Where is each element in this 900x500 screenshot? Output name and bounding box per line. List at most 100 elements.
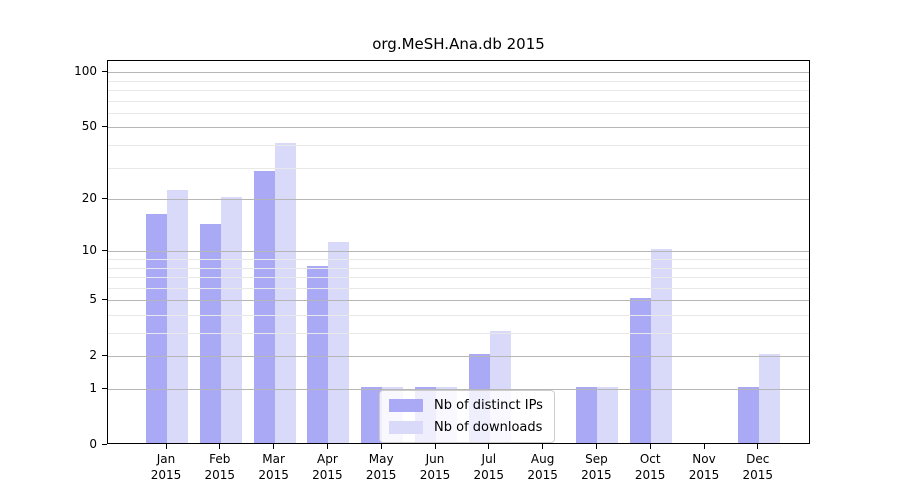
- x-tick-mark-oct: [649, 444, 651, 449]
- x-tick-mark-nov: [703, 444, 705, 449]
- minor-gridline-40: [108, 145, 809, 146]
- bar-nb-of-distinct-ips-jan: [146, 214, 167, 443]
- y-tick-mark-5: [102, 298, 107, 300]
- y-tick-label-10: 10: [81, 242, 97, 257]
- x-tick-label-feb: Feb 2015: [188, 451, 252, 483]
- y-tick-mark-20: [102, 197, 107, 199]
- bar-nb-of-distinct-ips-may: [361, 387, 383, 443]
- y-tick-mark-0: [102, 443, 107, 445]
- gridlines-layer: [108, 61, 809, 443]
- minor-gridline-8: [108, 267, 809, 269]
- x-tick-year: 2015: [150, 468, 182, 482]
- x-tick-month: Dec: [746, 452, 770, 466]
- major-gridline-10: [108, 251, 809, 253]
- x-tick-mark-mar: [273, 444, 275, 449]
- x-tick-label-jun: Jun 2015: [403, 451, 467, 483]
- x-tick-mark-dec: [757, 444, 759, 449]
- bar-nb-of-downloads-dec: [758, 354, 780, 443]
- plot-area: Nb of distinct IPs Nb of downloads: [107, 60, 810, 444]
- x-tick-mark-jan: [165, 444, 167, 449]
- minor-gridline-60: [108, 112, 809, 114]
- x-tick-mark-apr: [326, 444, 328, 449]
- x-tick-label-dec: Dec 2015: [726, 451, 790, 483]
- legend-row-nb-of-distinct-ips: Nb of distinct IPs: [389, 398, 543, 413]
- y-tick-label-0: 0: [89, 436, 97, 451]
- x-tick-year: 2015: [204, 468, 236, 482]
- bar-nb-of-distinct-ips-mar: [253, 171, 275, 443]
- x-tick-mark-aug: [542, 444, 544, 449]
- bar-nb-of-distinct-ips-oct: [630, 298, 652, 443]
- bar-nb-of-downloads-jan: [167, 189, 188, 443]
- x-tick-year: 2015: [419, 468, 451, 482]
- x-tick-label-jul: Jul 2015: [457, 451, 521, 483]
- y-tick-label-100: 100: [74, 63, 97, 78]
- major-gridline-20: [108, 199, 809, 201]
- x-tick-mark-may: [380, 444, 382, 449]
- x-tick-month: Jun: [425, 452, 445, 466]
- legend-label-nb-of-downloads: Nb of downloads: [434, 420, 543, 435]
- x-tick-label-aug: Aug 2015: [511, 451, 575, 483]
- minor-gridline-70: [108, 100, 809, 102]
- y-tick-mark-50: [102, 125, 107, 127]
- bar-nb-of-downloads-feb: [220, 197, 242, 443]
- legend-swatch-nb-of-distinct-ips: [389, 399, 423, 412]
- x-tick-year: 2015: [473, 468, 505, 482]
- legend: Nb of distinct IPs Nb of downloads: [379, 390, 555, 443]
- major-gridline-1: [108, 389, 809, 390]
- y-tick-label-5: 5: [89, 291, 97, 306]
- x-tick-year: 2015: [527, 468, 558, 482]
- x-tick-month: Sep: [585, 452, 608, 466]
- y-tick-mark-10: [102, 249, 107, 251]
- bar-nb-of-distinct-ips-sep: [576, 387, 598, 443]
- x-tick-label-mar: Mar 2015: [242, 451, 306, 483]
- x-tick-year: 2015: [742, 468, 774, 482]
- legend-swatch-nb-of-downloads: [389, 421, 423, 434]
- x-tick-year: 2015: [258, 468, 289, 482]
- x-tick-year: 2015: [312, 468, 343, 482]
- minor-gridline-80: [108, 90, 809, 91]
- bar-nb-of-downloads-sep: [597, 387, 619, 443]
- x-tick-month: Aug: [530, 452, 555, 466]
- major-gridline-50: [108, 127, 809, 129]
- y-tick-mark-2: [102, 354, 107, 356]
- x-tick-month: Oct: [639, 452, 661, 466]
- x-tick-month: Jan: [156, 452, 176, 466]
- x-tick-month: Nov: [692, 452, 716, 466]
- x-tick-label-sep: Sep 2015: [564, 451, 628, 483]
- major-gridline-100: [108, 72, 809, 74]
- x-tick-year: 2015: [581, 468, 612, 482]
- x-tick-year: 2015: [634, 468, 666, 482]
- minor-gridline-6: [108, 287, 809, 289]
- minor-gridline-90: [108, 80, 809, 82]
- x-tick-label-oct: Oct 2015: [618, 451, 682, 483]
- y-tick-mark-100: [102, 70, 107, 72]
- x-tick-year: 2015: [688, 468, 720, 482]
- x-tick-month: May: [368, 452, 394, 466]
- minor-gridline-3: [108, 333, 809, 334]
- x-tick-year: 2015: [365, 468, 397, 482]
- x-tick-month: Mar: [262, 452, 285, 466]
- x-tick-mark-sep: [595, 444, 597, 449]
- chart-title: org.MeSH.Ana.db 2015: [372, 35, 545, 53]
- minor-gridline-30: [108, 167, 809, 169]
- y-tick-label-1: 1: [89, 380, 97, 395]
- bar-nb-of-downloads-apr: [328, 242, 350, 443]
- bar-nb-of-downloads-mar: [274, 143, 296, 443]
- bar-nb-of-distinct-ips-dec: [737, 387, 759, 443]
- minor-gridline-7: [108, 277, 809, 278]
- major-gridline-5: [108, 300, 809, 302]
- legend-row-nb-of-downloads: Nb of downloads: [389, 420, 543, 435]
- x-tick-mark-jul: [488, 444, 490, 449]
- minor-gridline-9: [108, 259, 809, 260]
- y-tick-label-50: 50: [81, 118, 97, 133]
- x-tick-label-apr: Apr 2015: [295, 451, 359, 483]
- x-tick-month: Apr: [317, 452, 338, 466]
- x-tick-label-jan: Jan 2015: [134, 451, 198, 483]
- major-gridline-2: [108, 356, 809, 358]
- bar-nb-of-downloads-oct: [651, 249, 673, 443]
- bar-nb-of-distinct-ips-apr: [307, 265, 329, 443]
- minor-gridline-4: [108, 315, 809, 316]
- x-tick-mark-jun: [434, 444, 436, 449]
- x-tick-month: Jul: [481, 452, 497, 466]
